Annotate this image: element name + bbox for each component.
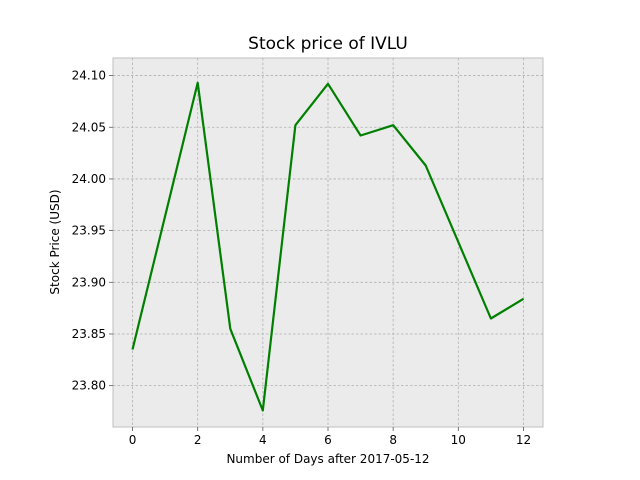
y-axis-label: Stock Price (USD) — [48, 189, 62, 294]
x-tick-label: 12 — [516, 433, 531, 447]
x-axis-label: Number of Days after 2017-05-12 — [226, 452, 429, 466]
chart-title: Stock price of IVLU — [248, 34, 408, 54]
x-tick-label: 4 — [259, 433, 267, 447]
y-tick-label: 24.00 — [72, 172, 106, 186]
y-tick-label: 23.80 — [72, 379, 106, 393]
series-layer — [131, 81, 525, 412]
x-axis-ticks: 0 2 4 6 8 10 12 — [129, 427, 531, 447]
y-tick-label: 24.10 — [72, 69, 106, 83]
y-tick-label: 24.05 — [72, 120, 106, 134]
x-tick-label: 8 — [389, 433, 397, 447]
x-tick-label: 6 — [324, 433, 332, 447]
y-axis-ticks: 23.80 23.85 23.90 23.95 24.00 24.05 24.10 — [72, 69, 113, 393]
y-tick-label: 23.90 — [72, 275, 106, 289]
x-tick-label: 10 — [451, 433, 466, 447]
x-tick-label: 2 — [194, 433, 202, 447]
x-tick-label: 0 — [129, 433, 137, 447]
y-tick-label: 23.95 — [72, 224, 106, 238]
y-tick-label: 23.85 — [72, 327, 106, 341]
price-line — [131, 81, 525, 412]
